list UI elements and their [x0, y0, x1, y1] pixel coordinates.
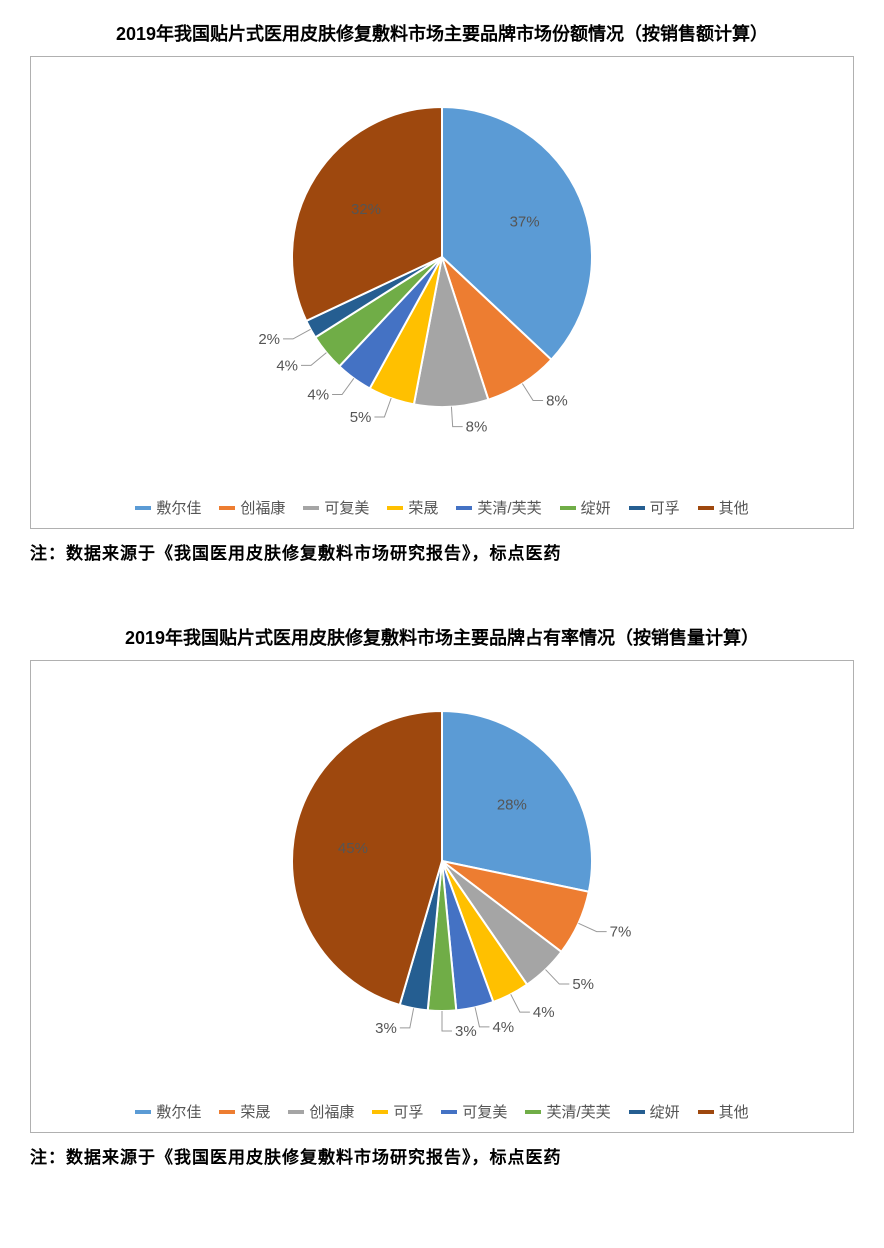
legend-label: 可孚: [650, 497, 680, 518]
chart-1-pie: 37% 8% 8% 5% 4% 4% 2% 32%: [242, 77, 642, 477]
legend-item: 芙清/芙芙: [456, 497, 541, 518]
chart-2-title: 2019年我国贴片式医用皮肤修复敷料市场主要品牌占有率情况（按销售量计算）: [30, 624, 854, 650]
legend-label: 可复美: [324, 497, 369, 518]
legend-swatch: [372, 1110, 388, 1114]
legend-label: 创福康: [309, 1101, 354, 1122]
legend-item: 可复美: [303, 497, 369, 518]
chart-1-frame: 37% 8% 8% 5% 4% 4% 2% 32% 敷尔佳 创福康 可复美 荣晟 芙清/芙芙 绽妍 可孚 其…: [30, 56, 854, 529]
chart-1-block: 2019年我国贴片式医用皮肤修复敷料市场主要品牌市场份额情况（按销售额计算） 3…: [30, 20, 854, 564]
legend-item: 荣晟: [219, 1101, 270, 1122]
leader-line: [332, 378, 354, 394]
leader-line: [374, 398, 391, 417]
legend-swatch: [387, 506, 403, 510]
legend-label: 绽妍: [581, 497, 611, 518]
slice-label: 2%: [258, 331, 280, 348]
legend-item: 创福康: [288, 1101, 354, 1122]
slice-label: 5%: [350, 409, 372, 426]
legend-label: 创福康: [240, 497, 285, 518]
slice-label: 8%: [546, 393, 568, 410]
legend-swatch: [219, 1110, 235, 1114]
chart-2-legend: 敷尔佳 荣晟 创福康 可孚 可复美 芙清/芙芙 绽妍 其他: [41, 1101, 843, 1122]
legend-label: 其他: [719, 497, 749, 518]
legend-label: 可复美: [462, 1101, 507, 1122]
legend-item: 其他: [698, 1101, 749, 1122]
legend-swatch: [698, 506, 714, 510]
legend-item: 芙清/芙芙: [525, 1101, 610, 1122]
slice-label: 37%: [510, 213, 540, 230]
leader-line: [522, 384, 543, 401]
slice-label: 3%: [455, 1023, 477, 1040]
legend-label: 绽妍: [650, 1101, 680, 1122]
chart-1-title: 2019年我国贴片式医用皮肤修复敷料市场主要品牌市场份额情况（按销售额计算）: [30, 20, 854, 46]
leader-line: [301, 353, 326, 366]
legend-swatch: [135, 506, 151, 510]
legend-swatch: [135, 1110, 151, 1114]
legend-swatch: [441, 1110, 457, 1114]
legend-swatch: [288, 1110, 304, 1114]
chart-1-legend: 敷尔佳 创福康 可复美 荣晟 芙清/芙芙 绽妍 可孚 其他: [41, 497, 843, 518]
legend-item: 绽妍: [560, 497, 611, 518]
slice-label: 3%: [375, 1020, 397, 1037]
leader-line: [451, 407, 462, 427]
leader-line: [400, 1008, 414, 1028]
legend-swatch: [698, 1110, 714, 1114]
slice-label: 4%: [307, 387, 329, 404]
legend-swatch: [219, 506, 235, 510]
chart-2-frame: 28% 7% 5% 4% 4% 3% 3% 45% 敷尔佳 荣晟 创福康 可孚 可复美 芙清/芙芙 绽妍 其…: [30, 660, 854, 1133]
slice-label: 8%: [466, 419, 488, 436]
slice-label: 7%: [610, 924, 632, 941]
slice-label: 4%: [492, 1019, 514, 1036]
slice-label: 4%: [533, 1004, 555, 1021]
leader-line: [546, 970, 570, 984]
legend-item: 敷尔佳: [135, 1101, 201, 1122]
legend-label: 荣晟: [240, 1101, 270, 1122]
legend-item: 其他: [698, 497, 749, 518]
legend-swatch: [303, 506, 319, 510]
legend-item: 荣晟: [387, 497, 438, 518]
legend-label: 芙清/芙芙: [477, 497, 541, 518]
slice-label: 4%: [276, 357, 298, 374]
legend-swatch: [560, 506, 576, 510]
legend-swatch: [456, 506, 472, 510]
legend-label: 敷尔佳: [156, 497, 201, 518]
leader-line: [475, 1007, 489, 1027]
chart-2-pie: 28% 7% 5% 4% 4% 3% 3% 45%: [242, 681, 642, 1081]
legend-item: 敷尔佳: [135, 497, 201, 518]
legend-swatch: [525, 1110, 541, 1114]
chart-2-note: 注：数据来源于《我国医用皮肤修复敷料市场研究报告》，标点医药: [30, 1143, 854, 1168]
legend-label: 敷尔佳: [156, 1101, 201, 1122]
legend-item: 可复美: [441, 1101, 507, 1122]
legend-item: 绽妍: [629, 1101, 680, 1122]
legend-label: 其他: [719, 1101, 749, 1122]
legend-label: 荣晟: [408, 497, 438, 518]
leader-line: [283, 329, 311, 339]
legend-item: 可孚: [372, 1101, 423, 1122]
leader-line: [442, 1011, 452, 1031]
slice-label: 45%: [338, 840, 368, 857]
legend-item: 可孚: [629, 497, 680, 518]
slice-label: 32%: [351, 201, 381, 218]
legend-label: 可孚: [393, 1101, 423, 1122]
leader-line: [511, 994, 530, 1012]
chart-1-note: 注：数据来源于《我国医用皮肤修复敷料市场研究报告》，标点医药: [30, 539, 854, 564]
slice-label: 5%: [572, 976, 594, 993]
legend-label: 芙清/芙芙: [546, 1101, 610, 1122]
chart-2-block: 2019年我国贴片式医用皮肤修复敷料市场主要品牌占有率情况（按销售量计算） 28…: [30, 624, 854, 1168]
leader-line: [578, 923, 606, 931]
legend-swatch: [629, 1110, 645, 1114]
slice-label: 28%: [497, 796, 527, 813]
legend-item: 创福康: [219, 497, 285, 518]
legend-swatch: [629, 506, 645, 510]
